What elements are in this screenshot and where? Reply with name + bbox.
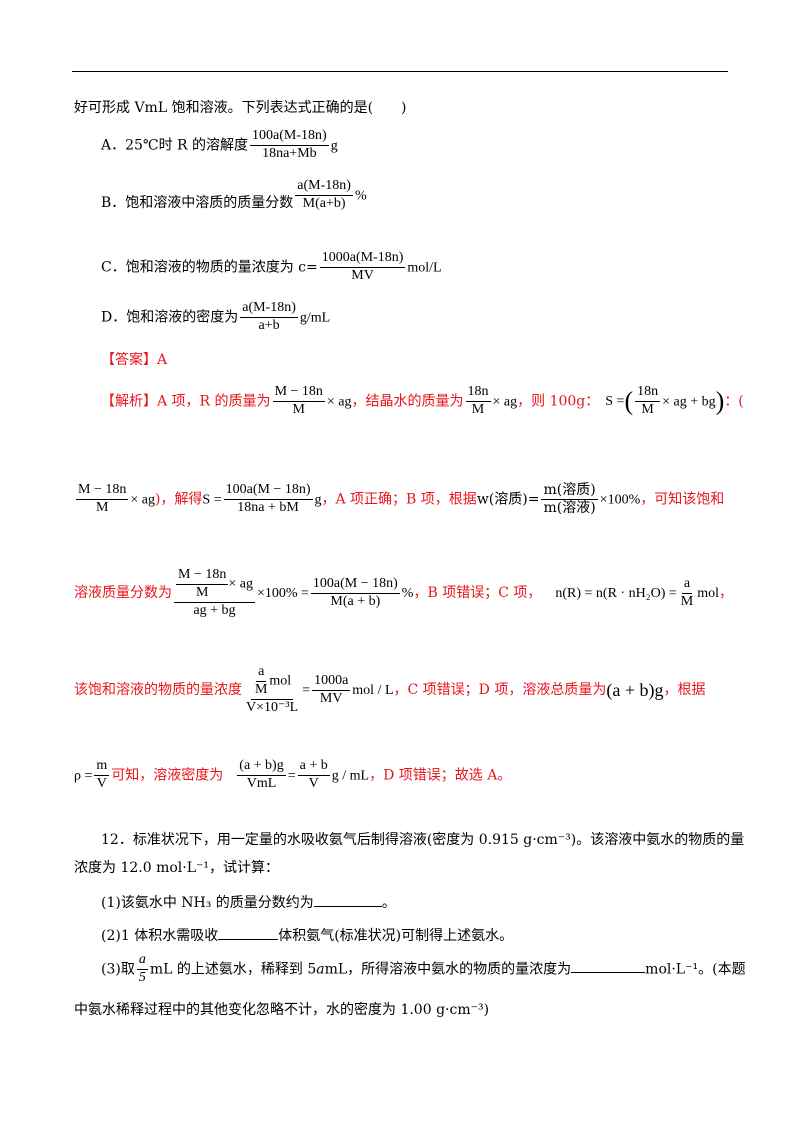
q12-line-1: 12．标准状况下，用一定量的水吸收氨气后制得溶液(密度为 0.915 g·cm⁻…: [101, 832, 745, 848]
fraction-solubility: 18n M: [635, 384, 661, 417]
option-a-fraction: 100a(M-18n) 18na+Mb: [250, 128, 329, 161]
answer-blank-1[interactable]: [313, 892, 382, 907]
fraction-solubility-result: 100a(M − 18n) 18na + bM: [223, 482, 313, 515]
option-b-fraction: a(M-18n) M(a+b): [295, 178, 353, 211]
q12-line-2: 浓度为 12.0 mol·L⁻¹，试计算：: [74, 860, 280, 876]
option-b: B．饱和溶液中溶质的质量分数 a(M-18n) M(a+b)%: [101, 178, 367, 212]
analysis-line-1: 【解析】A 项，R 的质量为 M − 18n M × ag，结晶水的质量为 18n M × …: [101, 384, 744, 417]
option-c-text: C．饱和溶液的物质的量浓度为 c=: [101, 259, 318, 276]
answer-blank-2[interactable]: [218, 925, 279, 940]
option-a: A．25℃时 R 的溶解度 100a(M-18n) 18na+Mb g: [101, 128, 338, 161]
fraction-density-value: (a + b)g VmL: [237, 758, 286, 791]
q12-part-3: (3)取 a 5 mL 的上述氨水，稀释到 5amL，所得溶液中氨水的物质的量浓度为 m…: [101, 952, 746, 985]
answer-label: 【答案】A: [101, 352, 168, 368]
analysis-line-2: M − 18n M × ag)，解得S = 100a(M − 18n) 18na + b…: [76, 482, 725, 516]
option-c: C．饱和溶液的物质的量浓度为 c= 1000a(M-18n) MV mol/L: [101, 250, 442, 283]
option-b-text: B．饱和溶液中溶质的质量分数: [101, 195, 294, 212]
answer-blank-3[interactable]: [571, 958, 646, 974]
option-a-text: A．25℃时 R 的溶解度: [101, 137, 249, 154]
option-d: D．饱和溶液的密度为 a(M-18n) a+b g/mL: [101, 300, 331, 333]
q12-part-1: (1)该氨水中 NH₃ 的质量分数约为。: [101, 892, 396, 913]
option-c-fraction: 1000a(M-18n) MV: [319, 250, 406, 283]
fraction-r-mass-2: M − 18n M: [76, 482, 129, 515]
fraction-mass-fraction-def: m(溶质) m(溶液): [541, 482, 598, 516]
question-intro: 好可形成 VmL 饱和溶液。下列表达式正确的是( ): [74, 100, 407, 116]
fraction-r-mass: M − 18n M: [272, 384, 325, 417]
q12-part-2: (2)1 体积水需吸收 体积氨气(标准状况)可制得上述氨水。: [101, 925, 513, 946]
header-rule: [72, 71, 728, 72]
analysis-line-3: 溶液质量分数为 M − 18n M × ag ag + bg ×100% = 100a(M …: [74, 567, 733, 619]
fraction-mass-fraction-result: 100a(M − 18n) M(a + b): [310, 575, 400, 609]
option-d-text: D．饱和溶液的密度为: [101, 309, 239, 326]
fraction-concentration-result: 1000a MV: [312, 672, 351, 706]
fraction-water-mass: 18n M: [465, 384, 491, 417]
fraction-compound: M − 18n M × ag ag + bg: [174, 567, 255, 619]
option-d-fraction: a(M-18n) a+b: [240, 300, 298, 333]
q12-line-4: 中氨水稀释过程中的其他变化忽略不计，水的密度为 1.00 g·cm⁻³): [74, 1002, 490, 1018]
